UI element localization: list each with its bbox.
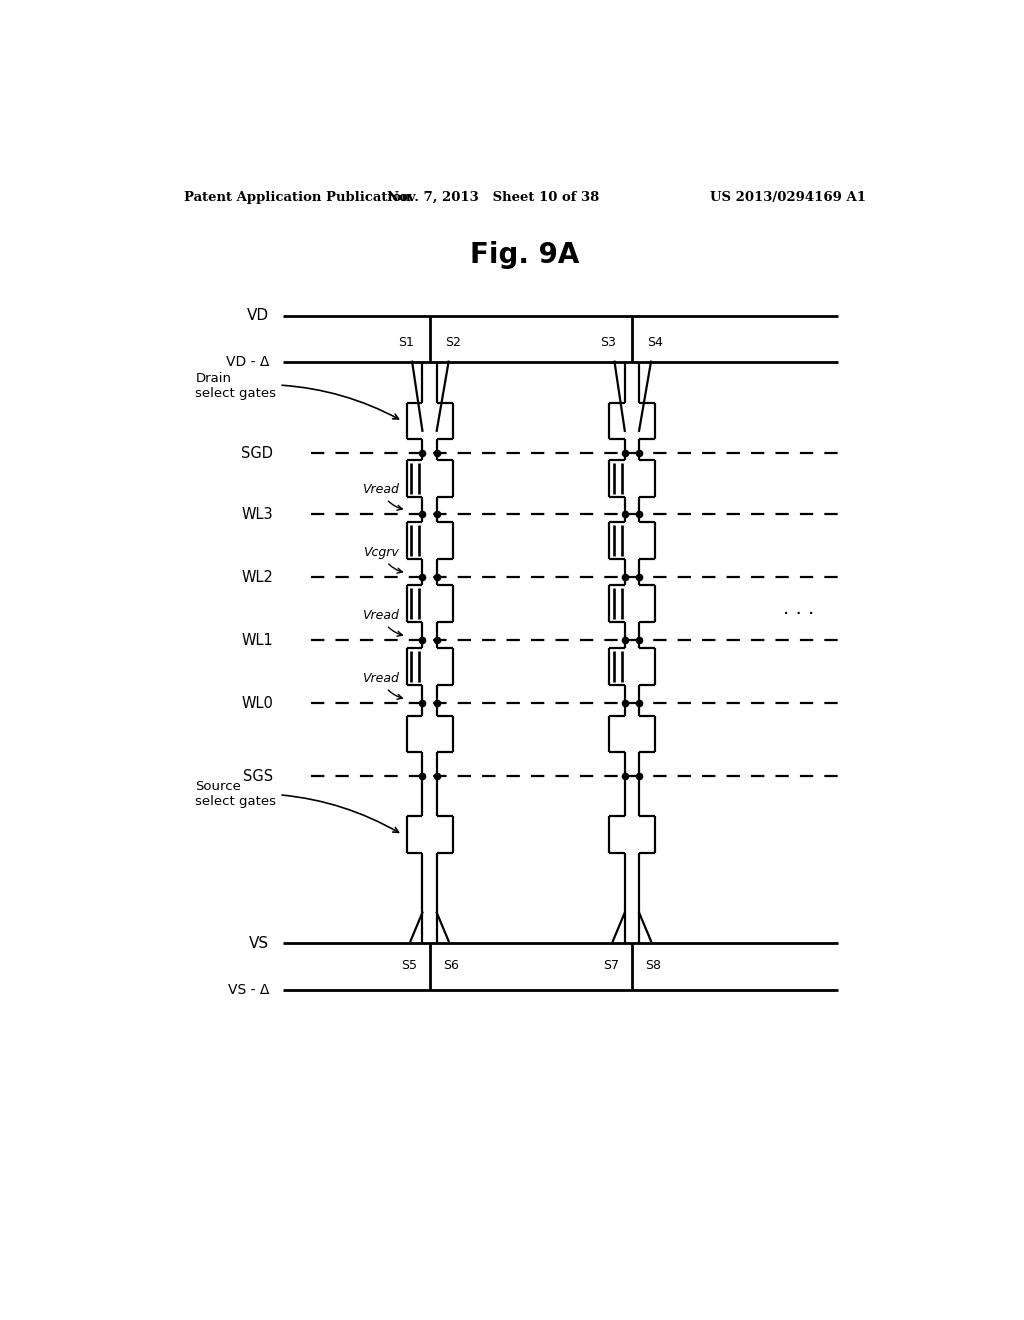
Text: S6: S6 bbox=[443, 960, 459, 973]
Text: S2: S2 bbox=[444, 337, 461, 350]
Text: . . .: . . . bbox=[783, 599, 814, 618]
Text: Vread: Vread bbox=[361, 483, 402, 511]
Text: S1: S1 bbox=[397, 337, 414, 350]
Text: Vcgrv: Vcgrv bbox=[362, 546, 402, 573]
Text: VS - Δ: VS - Δ bbox=[228, 983, 269, 997]
Text: VD - Δ: VD - Δ bbox=[226, 355, 269, 368]
Text: S3: S3 bbox=[600, 337, 616, 350]
Text: SGS: SGS bbox=[243, 768, 273, 784]
Text: WL0: WL0 bbox=[242, 696, 273, 710]
Text: Fig. 9A: Fig. 9A bbox=[470, 242, 580, 269]
Text: Nov. 7, 2013   Sheet 10 of 38: Nov. 7, 2013 Sheet 10 of 38 bbox=[387, 190, 599, 203]
Text: WL2: WL2 bbox=[242, 570, 273, 585]
Text: Patent Application Publication: Patent Application Publication bbox=[183, 190, 411, 203]
Text: US 2013/0294169 A1: US 2013/0294169 A1 bbox=[710, 190, 866, 203]
Text: Drain
select gates: Drain select gates bbox=[196, 371, 398, 418]
Text: S8: S8 bbox=[645, 960, 662, 973]
Text: Source
select gates: Source select gates bbox=[196, 780, 398, 833]
Text: VS: VS bbox=[249, 936, 269, 950]
Text: S7: S7 bbox=[603, 960, 620, 973]
Text: S5: S5 bbox=[401, 960, 417, 973]
Text: WL1: WL1 bbox=[242, 632, 273, 648]
Text: SGD: SGD bbox=[242, 446, 273, 461]
Text: S4: S4 bbox=[647, 337, 663, 350]
Text: VD: VD bbox=[247, 309, 269, 323]
Text: WL3: WL3 bbox=[242, 507, 273, 521]
Text: Vread: Vread bbox=[361, 672, 402, 700]
Text: Vread: Vread bbox=[361, 610, 402, 636]
